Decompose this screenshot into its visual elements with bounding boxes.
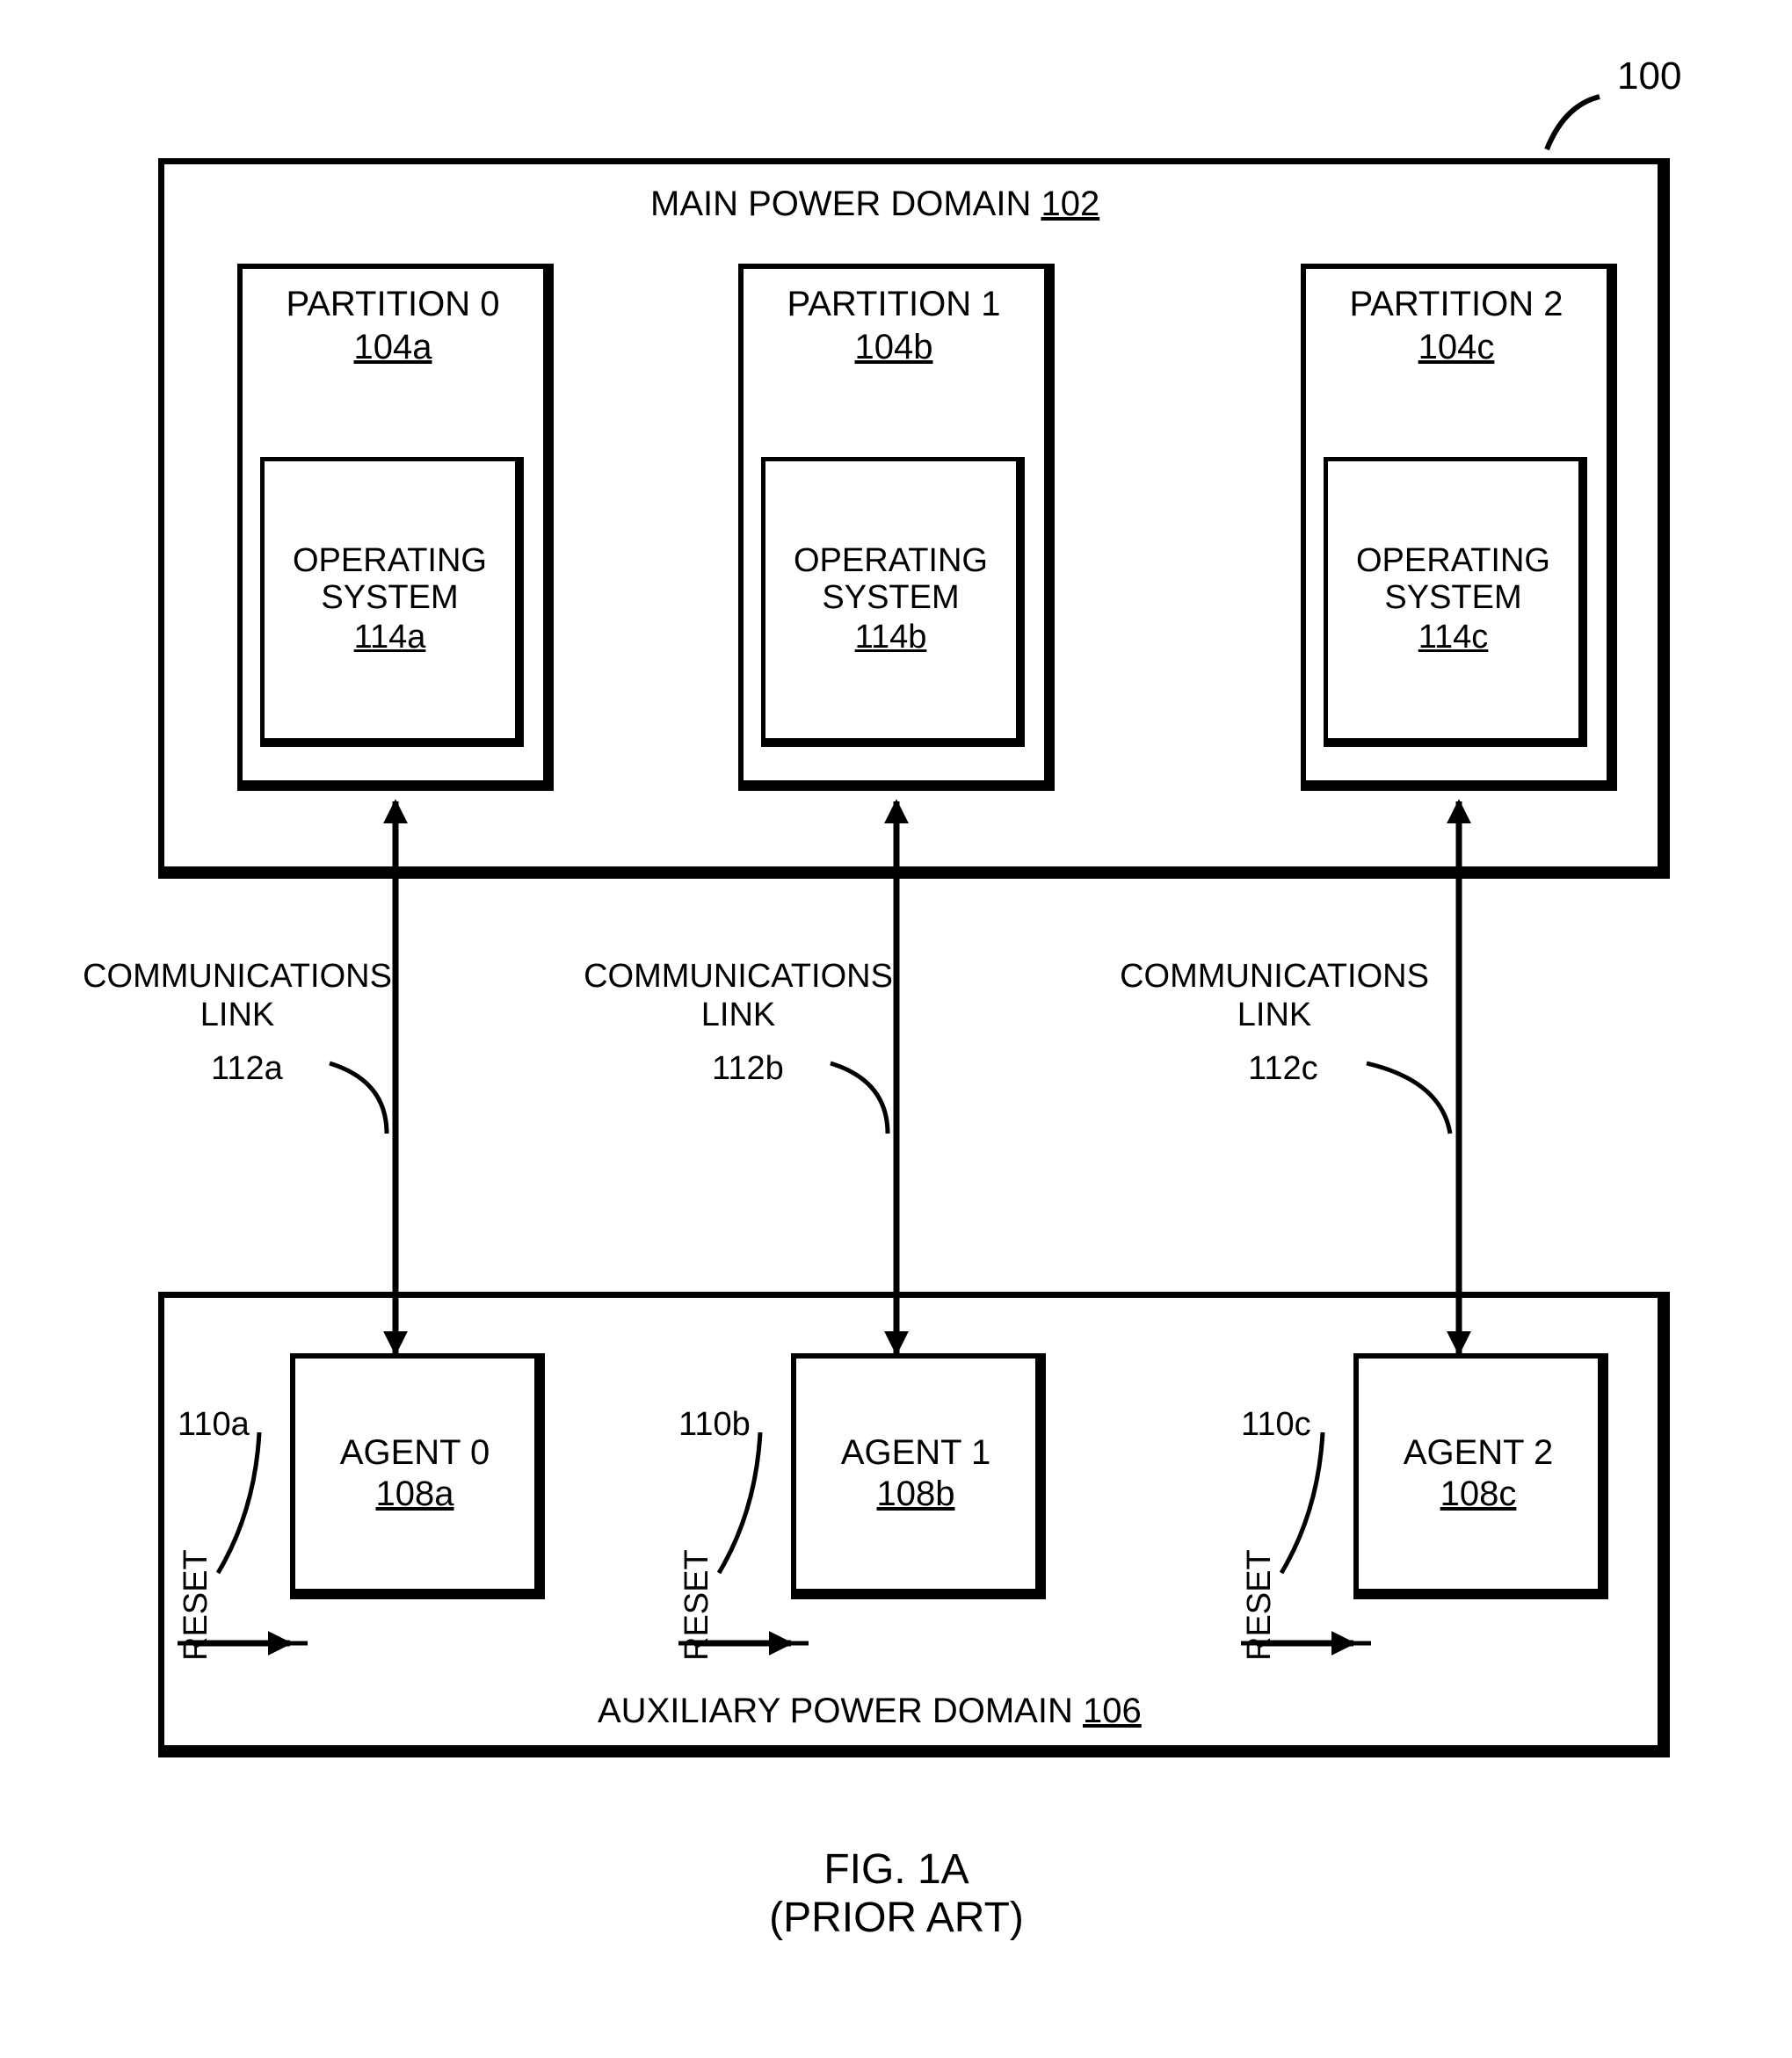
caption-line1: FIG. 1A bbox=[35, 1845, 1758, 1894]
agent-title: AGENT 1 bbox=[841, 1433, 990, 1473]
agent-box-2: AGENT 2108c bbox=[1353, 1353, 1608, 1599]
os-title: OPERATINGSYSTEM bbox=[794, 543, 988, 617]
os-box-0: OPERATINGSYSTEM114a bbox=[260, 457, 524, 747]
agent-box-0: AGENT 0108a bbox=[290, 1353, 545, 1599]
os-title: OPERATINGSYSTEM bbox=[1356, 543, 1550, 617]
figure-caption: FIG. 1A (PRIOR ART) bbox=[35, 1845, 1758, 1942]
comm-link-ref-1: 112b bbox=[712, 1050, 784, 1088]
comm-link-ref-0: 112a bbox=[211, 1050, 283, 1088]
comm-link-label-2: COMMUNICATIONSLINK bbox=[1099, 958, 1450, 1034]
partition-title: PARTITION 2 bbox=[1306, 285, 1607, 324]
reset-ref-2: 110c bbox=[1241, 1406, 1311, 1444]
os-box-1: OPERATINGSYSTEM114b bbox=[761, 457, 1025, 747]
caption-line2: (PRIOR ART) bbox=[35, 1894, 1758, 1942]
agent-box-1: AGENT 1108b bbox=[791, 1353, 1046, 1599]
agent-title: AGENT 0 bbox=[340, 1433, 490, 1473]
agent-ref: 108b bbox=[877, 1475, 955, 1514]
partition-ref: 104b bbox=[744, 328, 1044, 367]
partition-title: PARTITION 1 bbox=[744, 285, 1044, 324]
os-box-2: OPERATINGSYSTEM114c bbox=[1324, 457, 1587, 747]
reset-ref-1: 110b bbox=[678, 1406, 751, 1444]
agent-ref: 108c bbox=[1440, 1475, 1517, 1514]
agent-ref: 108a bbox=[376, 1475, 454, 1514]
main-domain-title: MAIN POWER DOMAIN 102 bbox=[650, 185, 1099, 224]
aux-domain-title: AUXILIARY POWER DOMAIN 106 bbox=[598, 1692, 1142, 1731]
reset-label-0: RESET bbox=[178, 1549, 215, 1661]
reset-ref-0: 110a bbox=[178, 1406, 250, 1444]
comm-link-label-1: COMMUNICATIONSLINK bbox=[562, 958, 914, 1034]
os-ref: 114c bbox=[1418, 619, 1489, 656]
os-ref: 114a bbox=[354, 619, 426, 656]
figure-ref-label: 100 bbox=[1617, 54, 1681, 98]
agent-title: AGENT 2 bbox=[1404, 1433, 1553, 1473]
os-title: OPERATINGSYSTEM bbox=[293, 543, 487, 617]
comm-link-ref-2: 112c bbox=[1248, 1050, 1318, 1088]
os-ref: 114b bbox=[855, 619, 927, 656]
comm-link-label-0: COMMUNICATIONSLINK bbox=[62, 958, 413, 1034]
reset-label-1: RESET bbox=[678, 1549, 716, 1661]
partition-ref: 104c bbox=[1306, 328, 1607, 367]
partition-title: PARTITION 0 bbox=[243, 285, 543, 324]
partition-ref: 104a bbox=[243, 328, 543, 367]
reset-label-2: RESET bbox=[1241, 1549, 1279, 1661]
diagram-canvas: 100 MAIN POWER DOMAIN 102 PARTITION 0 104… bbox=[35, 35, 1758, 2021]
